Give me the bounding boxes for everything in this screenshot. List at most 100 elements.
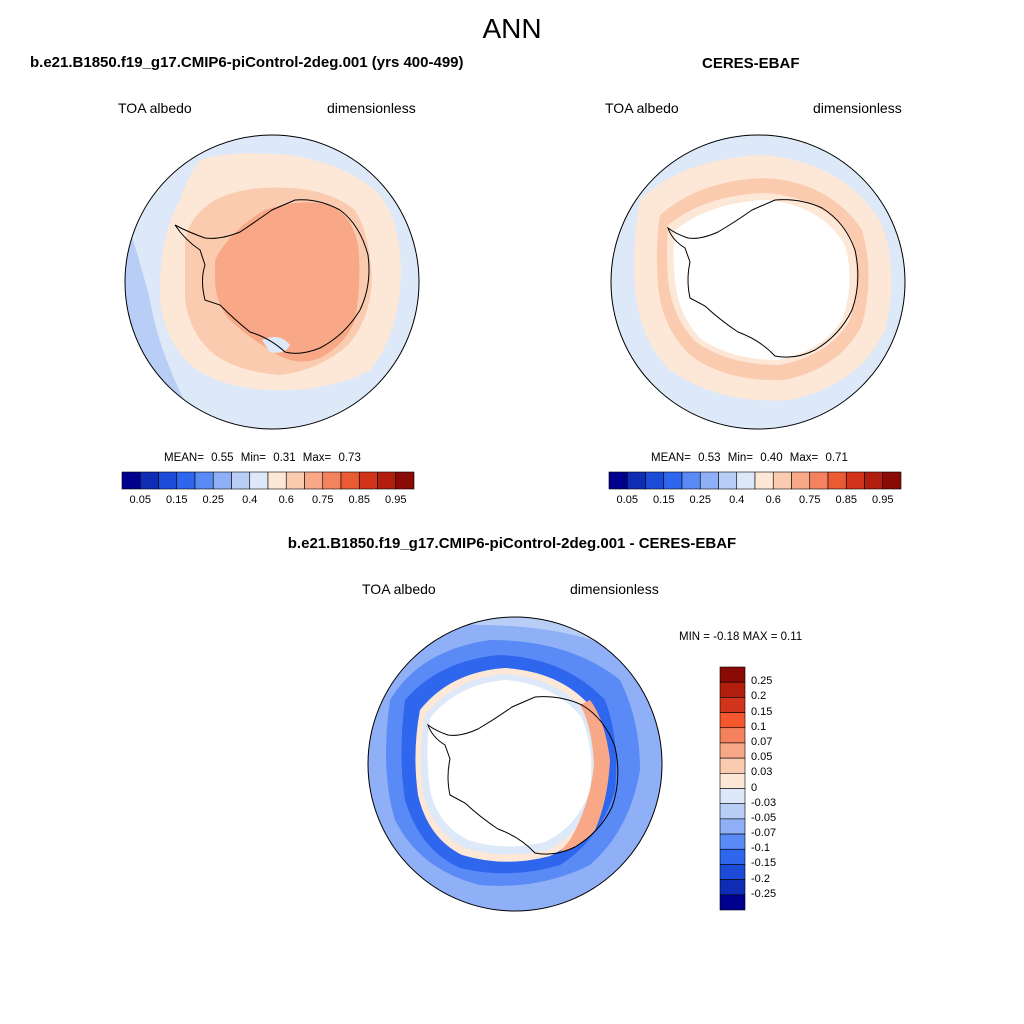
figure-title: ANN [482,13,542,44]
panel1-colorbar-cell [176,471,196,490]
panel3-colorbar-cell [719,818,746,835]
panel3-colorbar-cell [719,773,746,789]
panel3-colorbar-cell [719,879,746,896]
panel1-colorbar-tick-label: 0.75 [312,494,334,506]
panel2-colorbar-cell [864,471,884,490]
panel2-colorbar-tick-label: 0.6 [765,494,781,506]
panel3-colorbar-tick-label: 0.15 [751,705,773,718]
panel3-colorbar-cell [719,742,746,759]
panel2-colorbar-cell [663,471,683,490]
panel1-title: b.e21.B1850.f19_g17.CMIP6-piControl-2deg… [30,54,464,71]
panel2-colorbar-cell [845,471,865,490]
panel1-colorbar-tick-label: 0.95 [385,494,407,506]
panel1-mean-value: 0.55 [211,452,234,464]
panel2-colorbar-tick-label: 0.05 [616,494,638,506]
panel3-colorbar-tick-label: 0 [751,781,758,794]
panel3-colorbar-tick-label: -0.25 [751,887,777,900]
panel1-variable-label: TOA albedo [118,100,192,116]
panel2-map [610,134,906,430]
panel3-colorbar-cell [719,727,746,744]
panel2-colorbar [608,471,902,490]
panel1-min-value: 0.31 [273,452,296,464]
panel1-colorbar-tick-label: 0.85 [348,494,370,506]
panel1-colorbar-cell [158,471,178,490]
panel1-colorbar-cell [267,471,287,490]
panel2-colorbar-cell [645,471,665,490]
panel3-units-label: dimensionless [570,581,659,597]
panel1-colorbar-cell [231,471,251,490]
panel3-title: b.e21.B1850.f19_g17.CMIP6-piControl-2deg… [287,535,737,552]
panel2-mean-label: MEAN= [651,452,691,464]
panel2-colorbar-cell [699,471,719,490]
panel3-colorbar-tick-label: 0.1 [751,720,767,733]
panel3-colorbar-cell [719,712,746,729]
panel3-colorbar-cell [719,697,746,713]
panel2-max-label: Max= [789,452,819,464]
panel3-map [367,616,663,912]
panel3-colorbar-tick-label: 0.03 [751,766,773,779]
panel2-colorbar-cell [772,471,792,490]
panel2-colorbar-cell [718,471,738,490]
panel1-colorbar-tick-label: 0.05 [129,494,151,506]
panel1-colorbar-cell [377,471,397,490]
panel1-colorbar-tick-label: 0.25 [202,494,224,506]
panel3-colorbar-tick-label: -0.07 [751,827,777,840]
panel1-max-label: Max= [302,452,332,464]
panel1-colorbar-cell [194,471,214,490]
panel3-colorbar-tick-label: -0.15 [751,857,777,870]
panel1-units-label: dimensionless [327,100,416,116]
panel2-colorbar-tick-label: 0.4 [729,494,745,506]
panel1-colorbar-tick-label: 0.6 [278,494,294,506]
panel3-colorbar-tick-label: -0.03 [751,796,777,809]
panel2-colorbar-cell [809,471,829,490]
panel2-colorbar-cell [626,471,646,490]
panel3-colorbar-cell [719,666,746,683]
panel1-colorbar-cell [358,471,378,490]
panel2-max-value: 0.71 [825,452,848,464]
panel2-colorbar-cell [791,471,811,490]
panel2-colorbar-cell [882,471,902,490]
panel1-colorbar-cell [322,471,342,490]
panel2-colorbar-cell [736,471,756,490]
panel3-colorbar-cell [719,848,746,865]
panel3-colorbar-tick-label: -0.1 [751,842,770,855]
panel1-colorbar-tick-label: 0.4 [242,494,258,506]
panel2-colorbar-cell [827,471,847,490]
panel3-colorbar-cell [719,757,746,774]
panel1-max-value: 0.73 [338,452,361,464]
panel2-colorbar-tick-label: 0.95 [872,494,894,506]
panel2-title: CERES-EBAF [702,55,800,72]
panel3-colorbar-cell [719,681,746,698]
panel1-stats: MEAN= 0.55 Min= 0.31 Max= 0.73 [164,452,361,464]
panel2-stats: MEAN= 0.53 Min= 0.40 Max= 0.71 [651,452,848,464]
panel1-colorbar-cell [139,471,159,490]
panel3-colorbar-cell [719,833,746,850]
panel3-colorbar-cell [719,788,746,804]
panel2-mean-value: 0.53 [698,452,721,464]
panel3-minmax: MIN = -0.18 MAX = 0.11 [679,631,803,643]
panel3-colorbar-tick-label: 0.05 [751,751,773,764]
panel1-colorbar-cell [249,471,269,490]
panel3-colorbar-tick-label: -0.2 [751,872,770,885]
panel2-colorbar-cell [681,471,701,490]
panel2-variable-label: TOA albedo [605,100,679,116]
panel3-colorbar-tick-label: 0.07 [751,735,773,748]
panel1-colorbar-cell [395,471,415,490]
panel3-colorbar-tick-label: 0.2 [751,690,767,703]
panel2-colorbar-tick-label: 0.25 [689,494,711,506]
panel1-colorbar-tick-label: 0.15 [166,494,188,506]
panel1-colorbar-cell [340,471,360,490]
panel1-min-label: Min= [240,452,266,464]
panel3-colorbar [719,666,746,911]
panel2-colorbar-cell [754,471,774,490]
panel1-colorbar-cell [304,471,324,490]
panel2-colorbar-tick-label: 0.15 [653,494,675,506]
panel3-colorbar-cell [719,894,746,911]
panel3-colorbar-tick-label: -0.05 [751,811,777,824]
panel3-variable-label: TOA albedo [362,581,436,597]
panel2-min-label: Min= [727,452,753,464]
panel1-colorbar [121,471,415,490]
panel2-units-label: dimensionless [813,100,902,116]
panel1-colorbar-cell [285,471,305,490]
